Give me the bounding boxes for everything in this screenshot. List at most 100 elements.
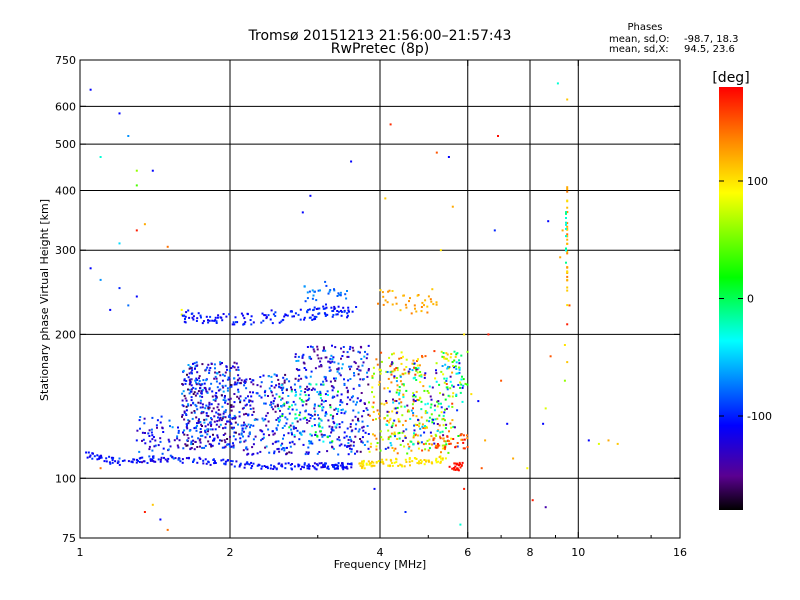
echo-point [217, 408, 220, 411]
echo-point [435, 445, 438, 447]
echo-point [183, 433, 186, 436]
echo-point [265, 445, 268, 448]
echo-point [167, 448, 170, 451]
echo-point [135, 461, 138, 464]
echo-point [497, 135, 499, 137]
echo-point [245, 446, 248, 449]
echo-point [244, 463, 247, 466]
echo-point [460, 464, 463, 467]
echo-point [205, 390, 208, 393]
echo-point [400, 362, 403, 365]
y-axis-label: Stationary phase Virtual Height [km] [38, 199, 51, 401]
echo-point [423, 431, 426, 434]
echo-point [418, 460, 420, 463]
echo-point [449, 422, 452, 425]
echo-point [313, 290, 316, 293]
echo-point [359, 345, 362, 348]
echo-point [210, 424, 212, 427]
echo-point [196, 461, 199, 464]
echo-point [456, 445, 459, 448]
echo-point [547, 220, 550, 223]
echo-point [324, 465, 327, 468]
echo-point [320, 462, 323, 465]
echo-point [385, 400, 388, 402]
echo-point [401, 465, 404, 468]
echo-point [307, 398, 310, 401]
echo-point [208, 403, 211, 406]
echo-point [441, 458, 444, 461]
echo-point [356, 401, 358, 404]
echo-point [287, 432, 290, 435]
echo-point [305, 376, 308, 379]
echo-point [443, 377, 446, 380]
echo-point [237, 366, 240, 369]
echo-point [389, 417, 392, 420]
echo-point [294, 388, 297, 391]
echo-point [312, 318, 315, 321]
echo-point [348, 463, 351, 465]
echo-point [300, 377, 303, 380]
echo-point [210, 363, 213, 365]
echo-point [394, 435, 396, 438]
echo-point [306, 346, 309, 348]
echo-point [186, 427, 189, 430]
echo-point [143, 422, 146, 425]
echo-point [463, 438, 466, 441]
echo-point [317, 423, 320, 426]
echo-point [411, 362, 414, 365]
echo-point [274, 405, 277, 408]
echo-point [87, 451, 90, 454]
echo-point [416, 294, 419, 297]
echo-point [413, 457, 416, 459]
echo-point [414, 400, 417, 402]
echo-point [202, 459, 205, 462]
echo-point [332, 429, 335, 432]
echo-point [234, 417, 236, 420]
echo-point [149, 440, 152, 443]
echo-point [360, 467, 363, 470]
echo-point [396, 367, 399, 369]
echo-point [298, 368, 301, 371]
echo-point [411, 369, 414, 372]
echo-point [265, 317, 268, 320]
echo-point [182, 390, 185, 393]
echo-point [420, 462, 423, 465]
echo-point [346, 462, 349, 465]
echo-point [299, 308, 302, 311]
echo-point [401, 383, 404, 386]
echo-point [460, 438, 463, 441]
echo-point [452, 365, 454, 368]
echo-point [229, 460, 232, 462]
echo-point [332, 465, 335, 468]
echo-point [380, 436, 383, 439]
echo-point [334, 346, 337, 349]
echo-point [214, 399, 217, 402]
echo-point [333, 422, 336, 425]
echo-point [286, 401, 288, 404]
echo-point [368, 401, 370, 404]
echo-point [435, 461, 438, 464]
echo-point [459, 391, 462, 394]
echo-point [228, 414, 231, 417]
echo-point [409, 464, 411, 467]
echo-point [206, 391, 209, 394]
echo-point [403, 368, 406, 371]
echo-point [316, 435, 319, 438]
echo-point [402, 393, 405, 396]
echo-point [195, 320, 198, 322]
echo-point [298, 397, 301, 400]
echo-point [210, 417, 212, 419]
echo-point [315, 463, 318, 466]
echo-point [88, 455, 91, 458]
echo-point [441, 365, 444, 367]
echo-point [443, 357, 446, 360]
echo-point [213, 460, 216, 463]
echo-point [212, 458, 215, 461]
echo-point [361, 436, 364, 439]
echo-point [440, 370, 443, 373]
echo-point [200, 430, 203, 433]
echo-point [382, 462, 385, 465]
echo-point [445, 352, 448, 355]
echo-point [208, 443, 211, 446]
